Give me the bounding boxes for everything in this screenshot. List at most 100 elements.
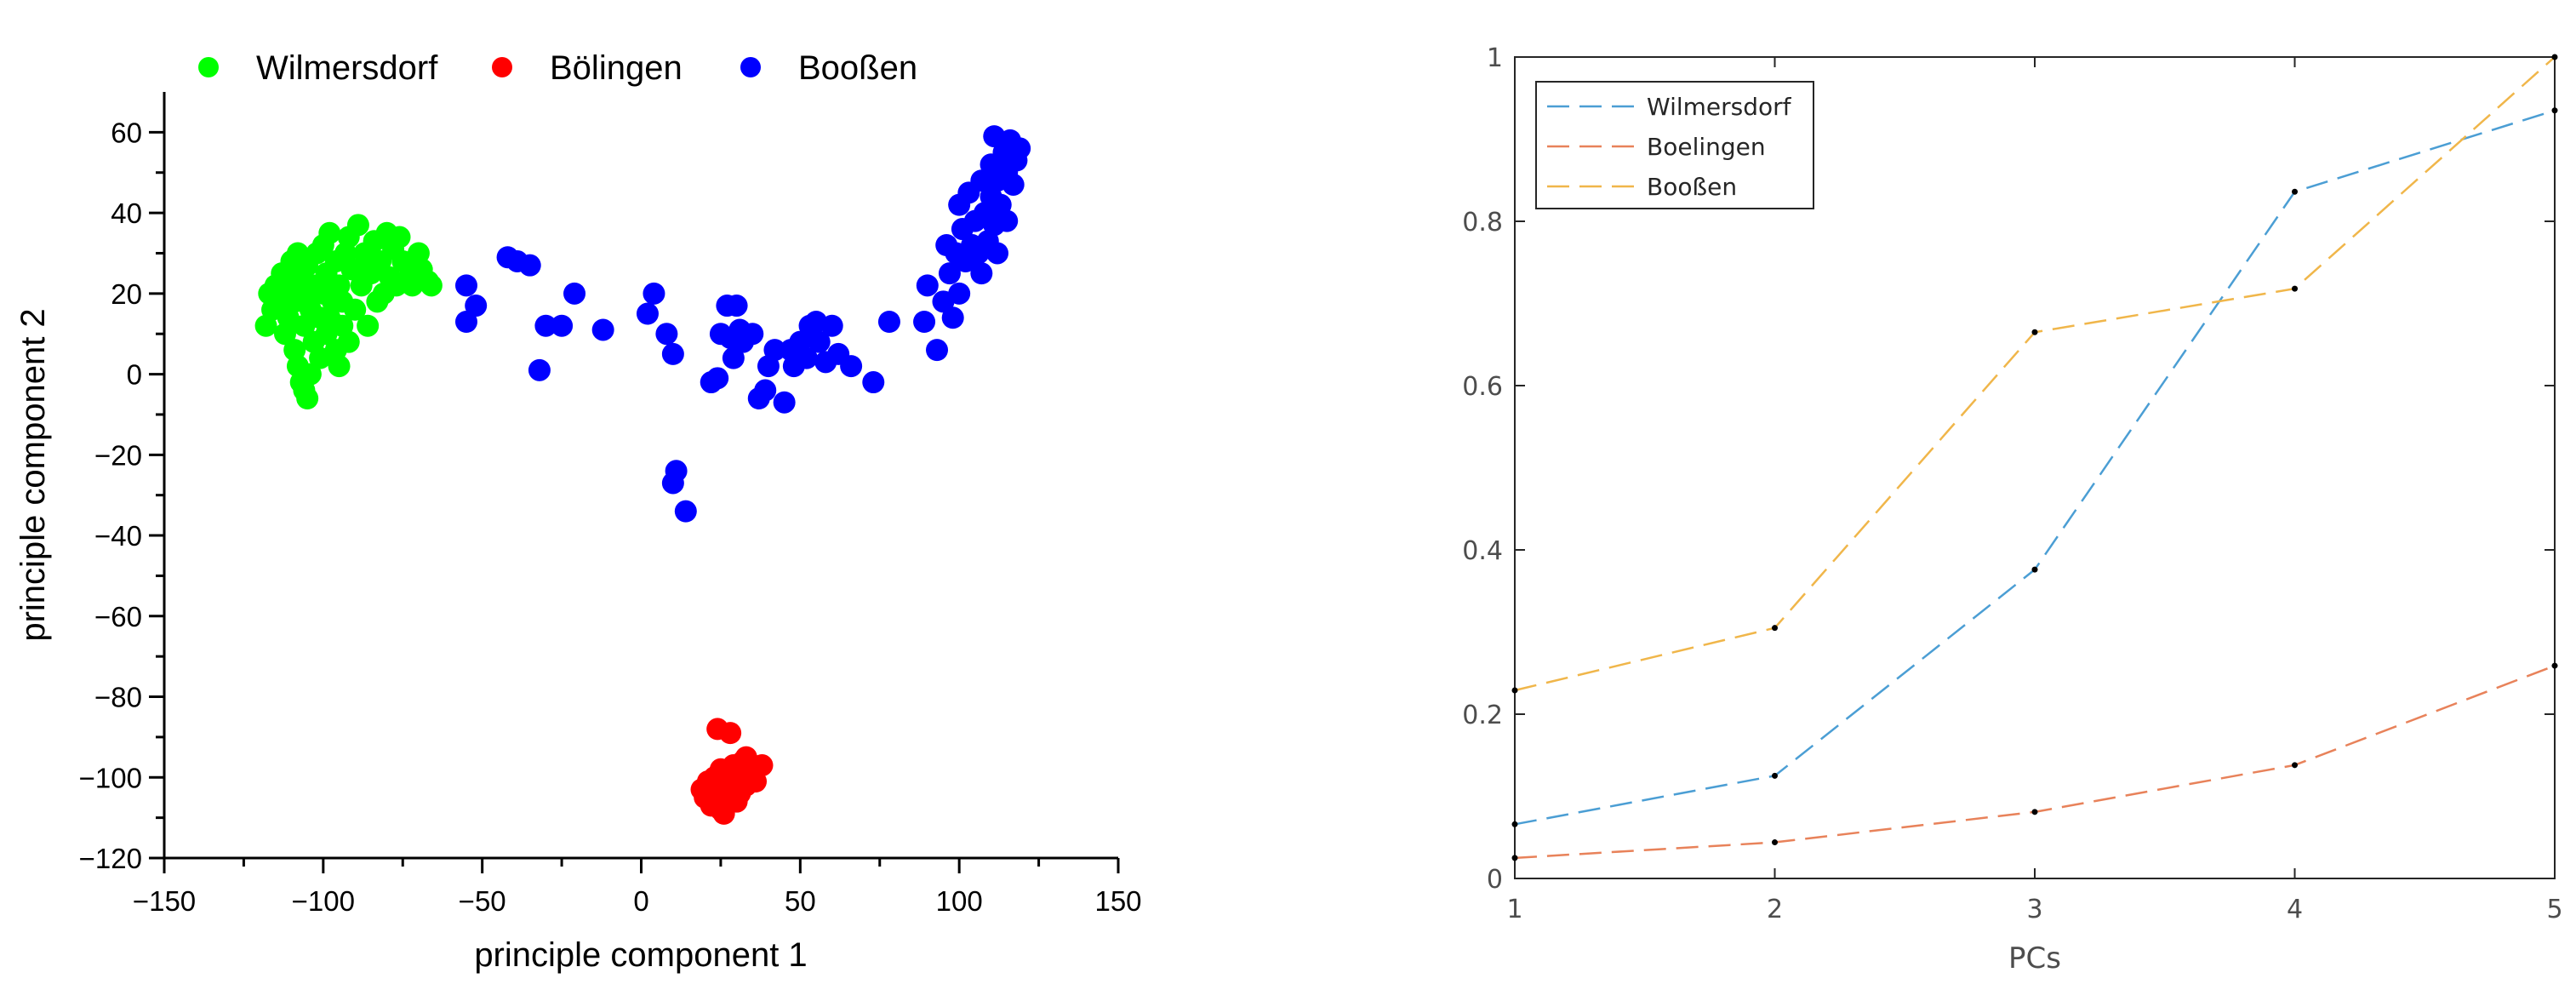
line-legend-label-boelingen: Boelingen [1647, 133, 1766, 161]
scatter-point-boossen [741, 323, 764, 346]
scatter-point-boossen [454, 274, 477, 297]
scatter-legend-marker-bolingen [492, 57, 512, 77]
scatter-point-boossen [941, 306, 964, 329]
scatter-point-boossen [706, 367, 729, 390]
line-y-tick-label: 0.6 [1462, 372, 1503, 402]
scatter-point-boossen [938, 262, 961, 285]
scatter-point-wilmersdorf [296, 387, 319, 409]
scatter-y-tick-label: 60 [111, 117, 142, 148]
scatter-point-wilmersdorf [299, 363, 322, 386]
line-point-boelingen [2551, 662, 2558, 669]
scatter-point-bolingen [734, 746, 757, 769]
line-x-tick-label: 5 [2546, 895, 2562, 924]
line-y-tick-label: 0.4 [1462, 536, 1503, 566]
scatter-x-tick-label: 150 [1094, 885, 1141, 917]
scatter-x-tick-label: 50 [785, 885, 816, 917]
scatter-points [254, 125, 1031, 825]
scatter-point-boossen [725, 295, 748, 318]
scatter-point-boossen [1008, 137, 1031, 160]
scatter-legend-marker-boossen [740, 57, 761, 77]
scatter-axes [163, 92, 1118, 860]
scatter-point-boossen [643, 282, 665, 305]
scatter-y-tick-label: 0 [127, 359, 142, 391]
scatter-y-tick-label: −120 [79, 843, 142, 874]
line-point-wilmersdorf [2031, 566, 2038, 573]
scatter-point-boossen [862, 371, 885, 394]
scatter-legend: Wilmersdorf Bölingen Booßen [198, 49, 917, 87]
scatter-point-wilmersdorf [311, 234, 334, 256]
scatter-y-tick-label: −20 [94, 439, 142, 471]
scatter-point-boossen [754, 379, 777, 402]
scatter-point-boossen [591, 318, 614, 341]
scatter-point-boossen [948, 282, 971, 305]
line-y-tick-label: 0 [1487, 865, 1503, 895]
scatter-point-boossen [808, 330, 831, 353]
line-chart: 1 2 3 4 5 0 0.2 0.4 0.6 0.8 1 Wilmersdorf Boelinge… [1462, 43, 2562, 976]
scatter-point-boossen [655, 323, 678, 346]
scatter-point-boossen [636, 302, 659, 325]
scatter-legend-marker-wilmersdorf [198, 57, 219, 77]
scatter-point-boossen [465, 295, 488, 318]
scatter-y-tick-label: −80 [94, 682, 142, 713]
scatter-point-wilmersdorf [420, 274, 443, 297]
scatter-point-boossen [877, 311, 900, 333]
scatter-point-wilmersdorf [350, 258, 373, 281]
line-y-tick-label: 0.8 [1462, 208, 1503, 237]
scatter-x-tick-label: 0 [633, 885, 648, 917]
line-x-tick-label: 3 [2026, 895, 2042, 924]
scatter-y-tick-label: −100 [79, 762, 142, 793]
scatter-x-tick-label: 100 [936, 885, 983, 917]
line-point-boossen [1511, 687, 1518, 694]
scatter-point-wilmersdorf [299, 282, 322, 305]
line-y-tick-label: 1 [1487, 43, 1503, 73]
scatter-point-wilmersdorf [273, 266, 296, 289]
scatter-legend-label-boossen: Booßen [798, 49, 917, 87]
line-y-ticks: 0 0.2 0.4 0.6 0.8 1 [1462, 43, 2555, 895]
line-point-boelingen [2292, 762, 2298, 769]
scatter-y-tick-label: −40 [94, 520, 142, 552]
scatter-x-tick-label: −150 [133, 885, 196, 917]
line-x-tick-label: 4 [2287, 895, 2303, 924]
scatter-point-boossen [996, 209, 1019, 232]
scatter-point-boossen [986, 242, 1009, 265]
scatter-point-bolingen [703, 782, 726, 805]
line-x-tick-label: 2 [1767, 895, 1783, 924]
scatter-point-boossen [454, 311, 477, 333]
line-x-ticks: 1 2 3 4 5 [1506, 57, 2563, 924]
line-point-boossen [2292, 285, 2298, 292]
scatter-point-wilmersdorf [337, 330, 360, 353]
scatter-legend-label-wilmersdorf: Wilmersdorf [256, 49, 438, 87]
scatter-point-wilmersdorf [346, 214, 369, 237]
scatter-point-boossen [970, 262, 993, 285]
scatter-point-bolingen [725, 790, 748, 813]
scatter-point-boossen [820, 314, 843, 337]
scatter-point-wilmersdorf [318, 306, 341, 329]
line-legend-label-wilmersdorf: Wilmersdorf [1647, 93, 1792, 121]
scatter-point-wilmersdorf [388, 226, 411, 249]
scatter-point-boossen [1002, 173, 1025, 196]
line-x-tick-label: 1 [1506, 895, 1522, 924]
scatter-point-boossen [665, 460, 688, 483]
scatter-point-boossen [722, 346, 745, 369]
scatter-point-boossen [518, 254, 541, 277]
scatter-x-tick-label: −100 [292, 885, 355, 917]
line-point-boelingen [2031, 809, 2038, 815]
scatter-y-ticks: −120 −100 −80 −60 −40 −20 0 20 40 60 [79, 117, 164, 874]
scatter-point-boossen [913, 311, 936, 333]
scatter-point-wilmersdorf [357, 314, 380, 337]
scatter-point-boossen [970, 169, 993, 192]
line-series [1511, 54, 2558, 861]
scatter-point-boossen [661, 342, 684, 365]
scatter-y-axis-label: principle component 2 [14, 308, 52, 641]
line-x-axis-label: PCs [2008, 941, 2061, 976]
line-legend-label-boossen: Booßen [1647, 173, 1737, 201]
line-point-boelingen [1772, 839, 1778, 846]
line-point-wilmersdorf [1772, 772, 1778, 779]
scatter-y-tick-label: 20 [111, 278, 142, 310]
scatter-point-boossen [674, 500, 697, 523]
line-point-wilmersdorf [2292, 188, 2298, 195]
scatter-point-boossen [916, 274, 939, 297]
scatter-x-ticks: −150 −100 −50 0 50 100 150 [133, 858, 1142, 917]
